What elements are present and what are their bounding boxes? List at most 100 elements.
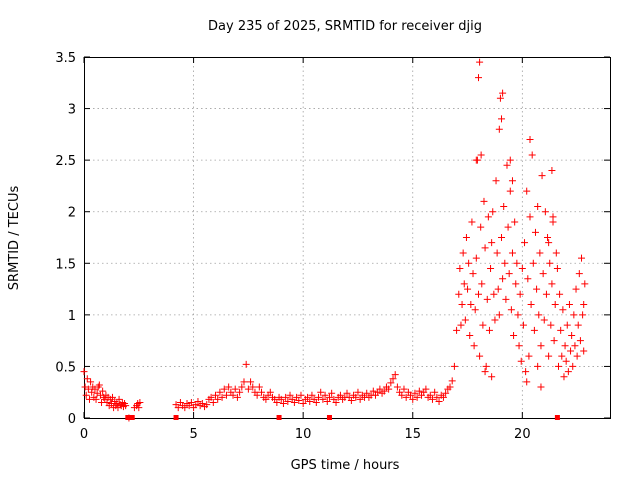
data-point bbox=[503, 161, 511, 169]
data-point bbox=[571, 342, 579, 350]
data-point bbox=[453, 326, 461, 334]
axis-ticks bbox=[83, 56, 610, 419]
data-point bbox=[84, 385, 92, 393]
data-point bbox=[347, 396, 355, 404]
data-point bbox=[470, 342, 478, 350]
x-tick-label: 0 bbox=[80, 427, 88, 442]
data-point bbox=[510, 331, 518, 339]
y-tick-label: 1 bbox=[68, 309, 76, 324]
data-point bbox=[487, 264, 495, 272]
data-point bbox=[409, 395, 417, 403]
data-point bbox=[570, 311, 578, 319]
plot-frame bbox=[84, 57, 611, 419]
data-point bbox=[113, 400, 121, 408]
data-point bbox=[88, 388, 96, 396]
data-point bbox=[135, 404, 143, 412]
data-point bbox=[87, 378, 95, 386]
data-point bbox=[220, 385, 228, 393]
data-point bbox=[499, 89, 507, 97]
data-point bbox=[460, 280, 468, 288]
data-point bbox=[415, 387, 423, 395]
data-point bbox=[299, 400, 307, 408]
data-point bbox=[549, 218, 557, 226]
data-point bbox=[537, 383, 545, 391]
data-point bbox=[214, 395, 222, 403]
data-point bbox=[462, 234, 470, 241]
data-point bbox=[233, 393, 241, 401]
data-point bbox=[533, 285, 541, 293]
data-point bbox=[481, 244, 489, 252]
data-point bbox=[534, 203, 542, 211]
data-point bbox=[508, 177, 516, 185]
data-point bbox=[136, 399, 144, 407]
data-point bbox=[573, 352, 581, 360]
data-point bbox=[426, 391, 434, 399]
data-point bbox=[458, 301, 466, 309]
data-point bbox=[521, 239, 529, 247]
data-point bbox=[475, 290, 482, 298]
data-point bbox=[534, 362, 542, 370]
data-point bbox=[328, 389, 336, 397]
data-point bbox=[216, 388, 224, 396]
data-point bbox=[476, 58, 484, 66]
data-point bbox=[402, 393, 410, 401]
data-point bbox=[393, 383, 401, 391]
data-point bbox=[541, 208, 549, 216]
y-tick-label: 2.5 bbox=[55, 154, 76, 169]
data-point bbox=[472, 254, 480, 262]
data-point bbox=[457, 321, 465, 329]
data-point bbox=[508, 249, 516, 257]
data-point bbox=[413, 393, 421, 401]
data-point bbox=[553, 264, 561, 272]
data-point bbox=[535, 311, 543, 319]
data-point bbox=[469, 270, 477, 278]
data-point bbox=[450, 362, 458, 370]
data-point bbox=[481, 368, 489, 376]
data-point bbox=[433, 393, 441, 401]
data-point bbox=[356, 395, 364, 403]
data-point bbox=[95, 381, 103, 389]
data-point bbox=[363, 389, 371, 397]
data-point bbox=[242, 360, 250, 368]
data-point bbox=[308, 391, 316, 399]
data-point bbox=[552, 249, 560, 257]
data-point bbox=[531, 228, 539, 236]
data-point bbox=[506, 156, 514, 164]
data-point bbox=[431, 388, 439, 396]
data-point bbox=[568, 331, 576, 339]
y-tick-label: 1.5 bbox=[55, 257, 76, 272]
data-point bbox=[472, 156, 480, 164]
data-point bbox=[266, 388, 274, 396]
data-point bbox=[209, 399, 217, 407]
data-point bbox=[542, 290, 550, 298]
data-point bbox=[435, 397, 443, 405]
data-point bbox=[323, 397, 331, 405]
y-tick-label: 3.5 bbox=[55, 51, 76, 66]
data-point bbox=[548, 166, 556, 174]
data-point bbox=[507, 306, 515, 314]
data-point bbox=[229, 391, 237, 399]
data-point bbox=[575, 270, 583, 278]
data-point bbox=[580, 301, 588, 309]
data-point bbox=[115, 395, 123, 403]
grid-lines bbox=[84, 57, 610, 418]
data-point bbox=[262, 395, 270, 403]
data-point bbox=[85, 395, 93, 403]
data-point bbox=[240, 378, 248, 386]
data-point bbox=[391, 371, 399, 379]
data-point bbox=[558, 352, 566, 360]
data-point bbox=[83, 375, 91, 383]
data-point bbox=[247, 378, 255, 386]
data-point bbox=[493, 249, 501, 257]
data-point bbox=[407, 391, 415, 399]
data-point bbox=[483, 295, 491, 303]
data-point bbox=[306, 397, 314, 405]
data-point bbox=[479, 321, 487, 329]
data-point bbox=[255, 383, 263, 391]
data-point bbox=[321, 391, 329, 399]
data-point bbox=[581, 280, 589, 288]
data-point bbox=[522, 368, 530, 376]
y-axis-label: SRMTID / TECUs bbox=[7, 186, 22, 291]
data-point bbox=[273, 399, 281, 407]
data-point bbox=[465, 259, 473, 267]
